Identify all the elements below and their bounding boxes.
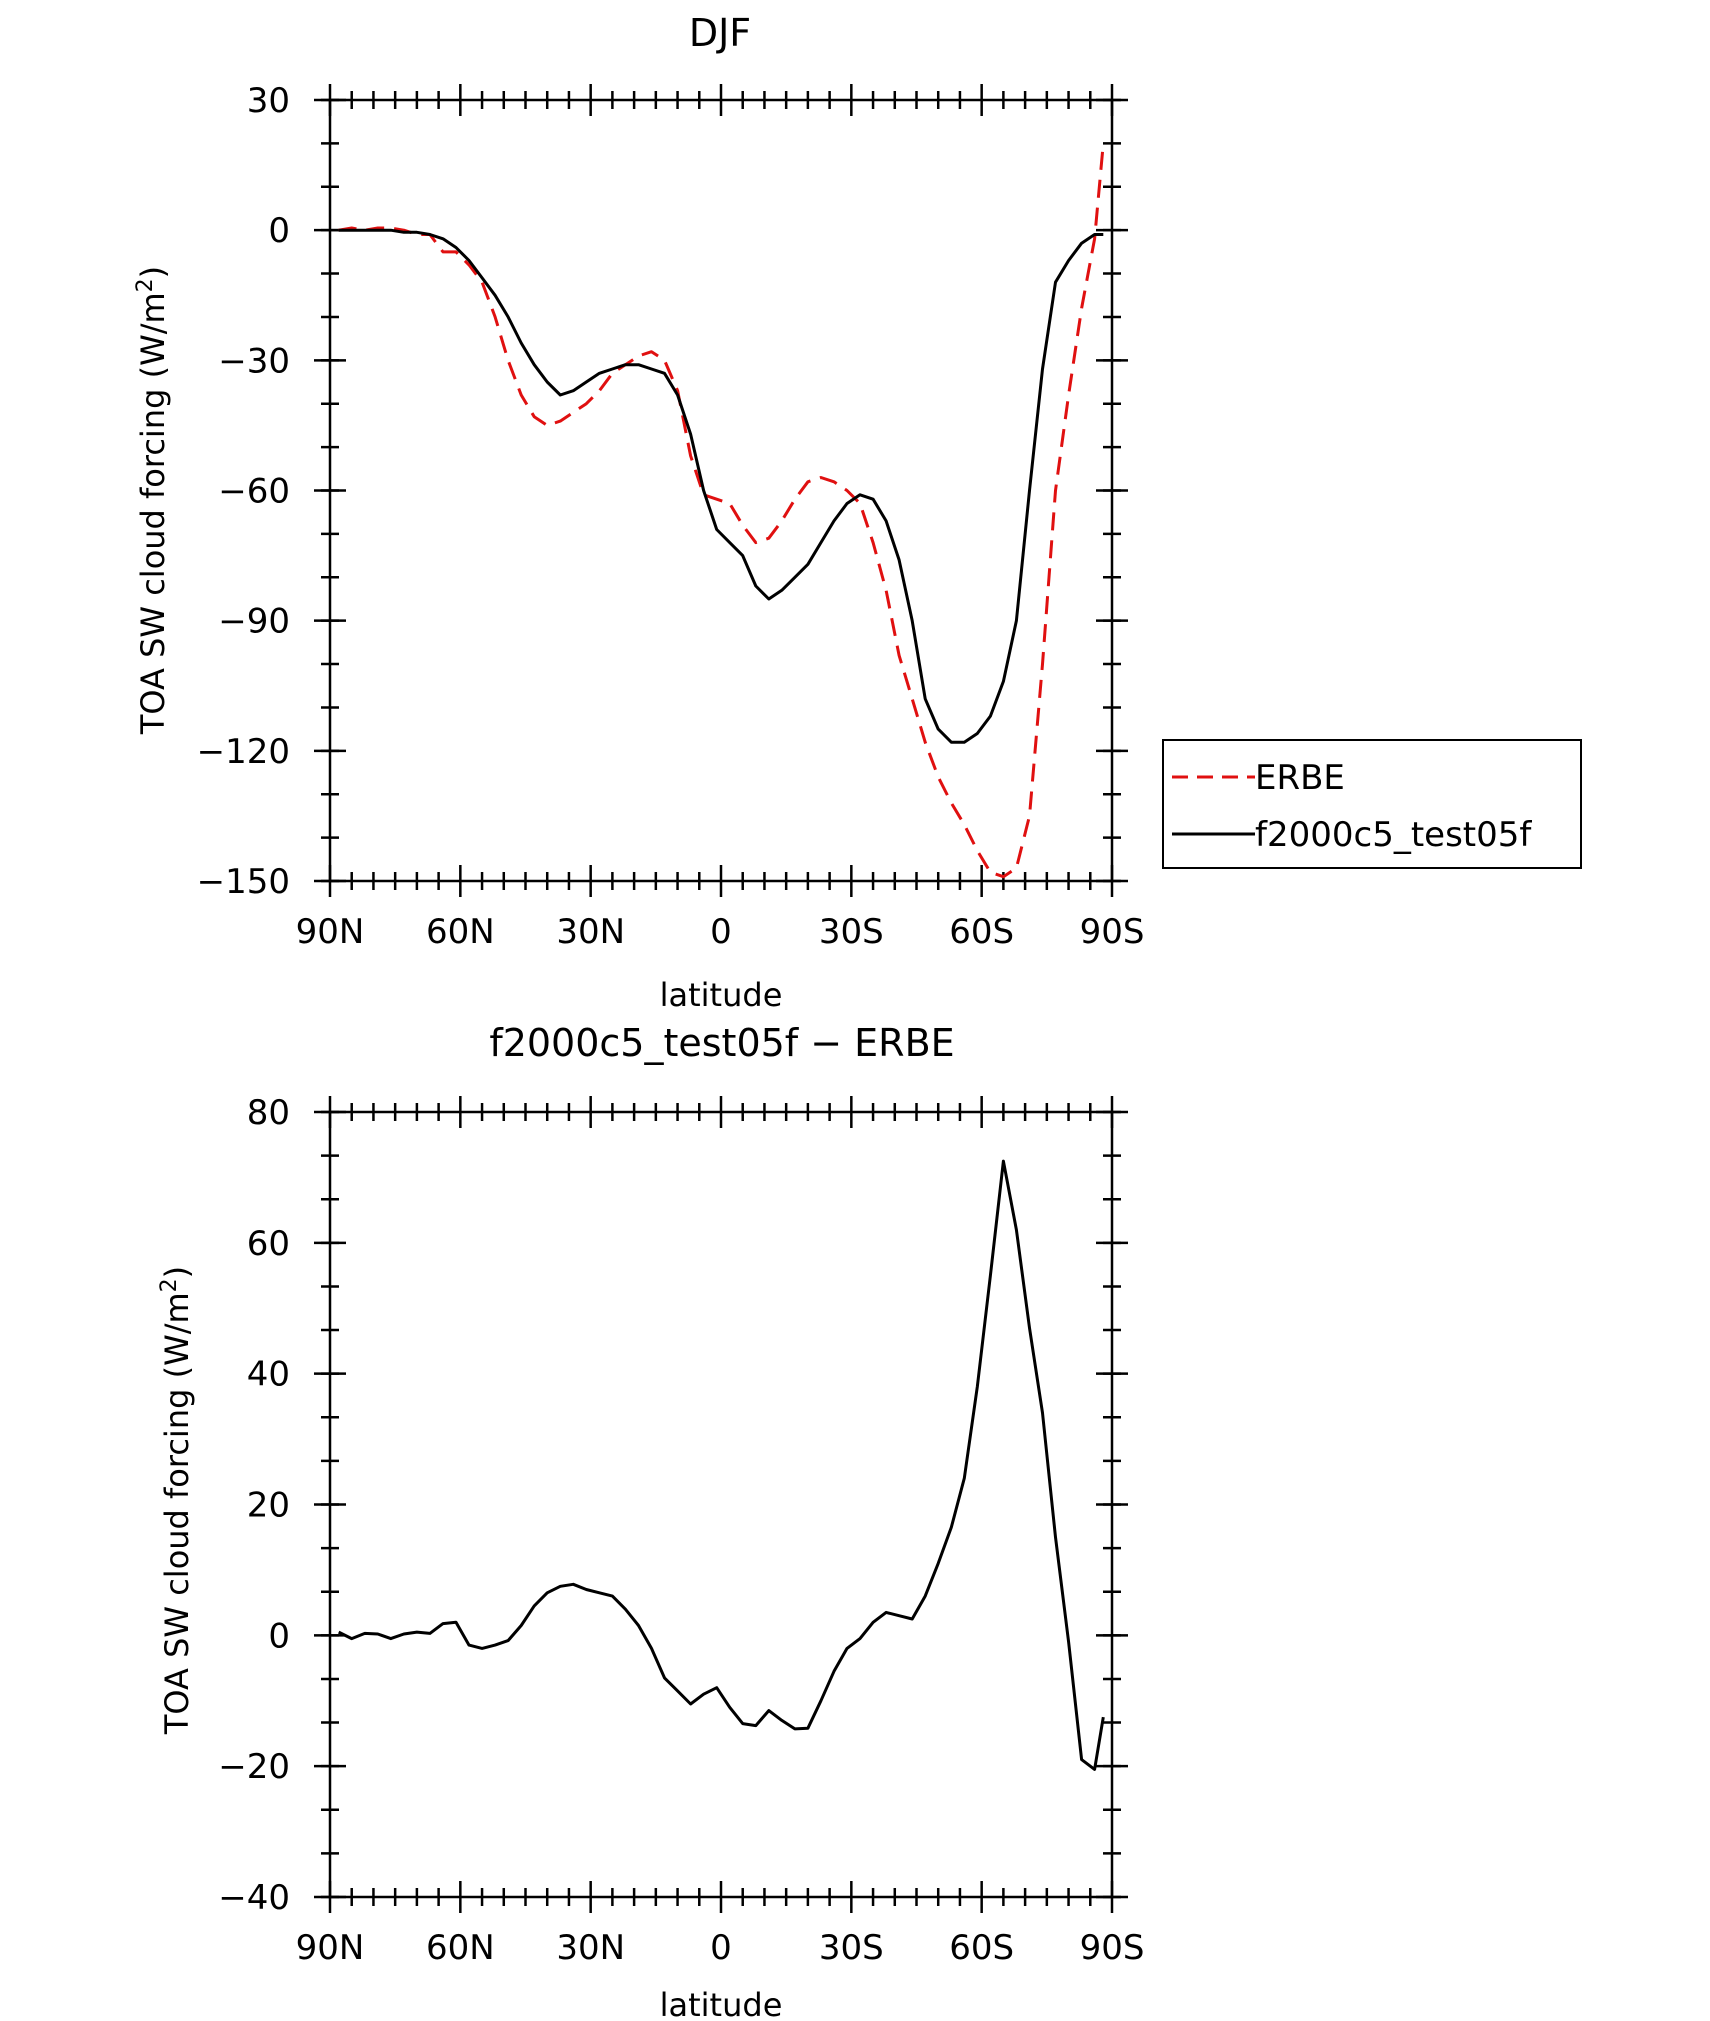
- top-panel-series: [338, 143, 1105, 879]
- series-line-erbe: [338, 143, 1105, 879]
- y-tick-label: 0: [268, 211, 290, 251]
- bottom-panel-y-axis-label: TOA SW cloud forcing (W/m2): [157, 1266, 196, 1735]
- y-tick-label: −60: [218, 472, 290, 512]
- bottom-panel-title: f2000c5_test05f − ERBE: [489, 1021, 954, 1065]
- legend-label-erbe: ERBE: [1255, 758, 1345, 798]
- x-tick-label: 60N: [426, 1928, 495, 1968]
- y-tick-label: −40: [218, 1878, 290, 1918]
- x-tick-label: 90S: [1080, 912, 1145, 952]
- top-panel-y-axis-label: TOA SW cloud forcing (W/m2): [133, 266, 172, 735]
- y-tick-label: −20: [218, 1747, 290, 1787]
- legend-label-model: f2000c5_test05f: [1255, 815, 1532, 855]
- y-tick-label: −90: [218, 602, 290, 642]
- bottom-panel-y-axis-label-main: TOA SW cloud forcing (W/m: [158, 1292, 196, 1735]
- legend: ERBE f2000c5_test05f: [1162, 739, 1582, 869]
- bottom-panel-tick-labels: 90N 60N 30N 0 30S 60S 90S 80 60 40 20 0 −20 −40: [218, 1093, 1144, 1968]
- series-line-difference: [338, 1159, 1105, 1771]
- y-tick-label: 20: [247, 1486, 290, 1526]
- bottom-panel-frame: [328, 1110, 1114, 1899]
- top-panel-frame: [328, 98, 1114, 883]
- bottom-panel-x-axis-label: latitude: [660, 1986, 783, 2021]
- top-panel-y-axis-label-close: ): [134, 266, 172, 278]
- bottom-panel-series: [338, 1159, 1105, 1771]
- y-tick-label: −30: [218, 341, 290, 381]
- bottom-panel-difference: f2000c5_test05f − ERBE 90N 60N 30N 0 30S 60S 9…: [157, 1021, 1144, 2021]
- y-tick-label: −150: [197, 862, 290, 902]
- bottom-panel-y-axis-label-close: ): [158, 1266, 196, 1278]
- bottom-panel-ticks: [314, 1096, 1128, 1913]
- x-tick-label: 30N: [556, 1928, 625, 1968]
- x-tick-label: 60S: [949, 912, 1014, 952]
- y-tick-label: 80: [247, 1093, 290, 1133]
- top-panel-title: DJF: [689, 11, 751, 55]
- x-tick-label: 90S: [1080, 1928, 1145, 1968]
- x-tick-label: 60S: [949, 1928, 1014, 1968]
- x-tick-label: 90N: [296, 1928, 365, 1968]
- x-tick-label: 60N: [426, 912, 495, 952]
- y-tick-label: −120: [197, 732, 290, 772]
- legend-box: [1162, 739, 1582, 869]
- y-tick-label: 60: [247, 1224, 290, 1264]
- x-tick-label: 30S: [819, 912, 884, 952]
- x-tick-label: 0: [710, 1928, 732, 1968]
- y-tick-label: 0: [268, 1616, 290, 1656]
- top-panel-djf: DJF 90N 60N 30N 0 30S 60S 90S 30 0 −30 −60 −90 −120 −…: [133, 11, 1582, 1014]
- top-panel-ticks: [314, 84, 1128, 897]
- top-panel-y-axis-label-superscript: 2: [133, 278, 158, 292]
- top-panel-y-axis-label-main: TOA SW cloud forcing (W/m: [134, 292, 172, 735]
- x-tick-label: 30S: [819, 1928, 884, 1968]
- top-panel-tick-labels: 90N 60N 30N 0 30S 60S 90S 30 0 −30 −60 −90 −120 −150: [197, 81, 1145, 952]
- y-tick-label: 30: [247, 81, 290, 121]
- bottom-panel-y-axis-label-superscript: 2: [157, 1278, 182, 1292]
- y-tick-label: 40: [247, 1355, 290, 1395]
- series-line-f2000c5-test05f: [338, 228, 1104, 744]
- x-tick-label: 30N: [556, 912, 625, 952]
- top-panel-x-axis-label: latitude: [660, 976, 783, 1014]
- x-tick-label: 90N: [296, 912, 365, 952]
- x-tick-label: 0: [710, 912, 732, 952]
